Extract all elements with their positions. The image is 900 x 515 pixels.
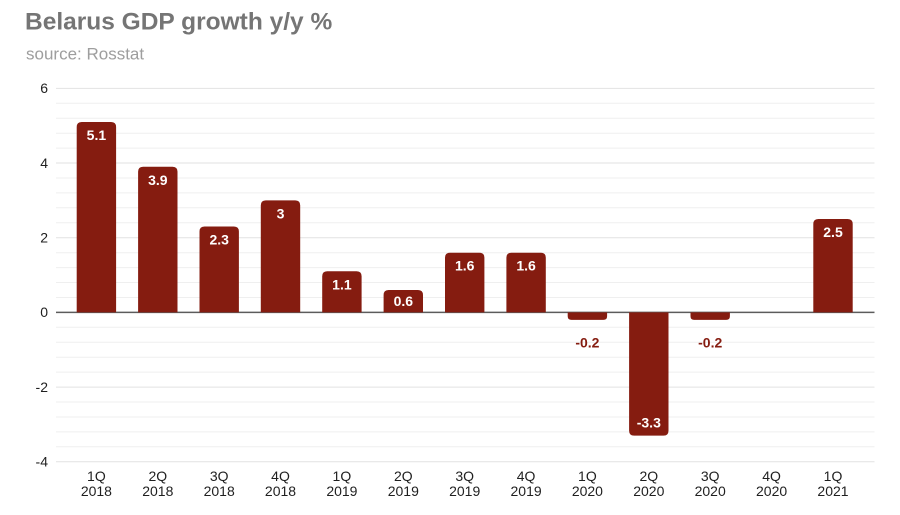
svg-text:2018: 2018 — [142, 483, 173, 499]
svg-text:-0.2: -0.2 — [698, 334, 722, 350]
svg-text:source: Rosstat: source: Rosstat — [26, 45, 144, 64]
svg-text:2020: 2020 — [756, 483, 787, 499]
svg-text:-4: -4 — [36, 454, 49, 470]
svg-text:4Q: 4Q — [271, 468, 290, 484]
svg-text:2019: 2019 — [326, 483, 357, 499]
svg-text:Belarus GDP growth y/y %: Belarus GDP growth y/y % — [25, 9, 332, 36]
svg-text:2020: 2020 — [695, 483, 726, 499]
svg-text:1Q: 1Q — [578, 468, 597, 484]
svg-text:2021: 2021 — [817, 483, 848, 499]
svg-text:0: 0 — [40, 304, 48, 320]
svg-text:5.1: 5.1 — [87, 127, 107, 143]
svg-text:1.1: 1.1 — [332, 276, 352, 292]
svg-text:3.9: 3.9 — [148, 172, 168, 188]
svg-text:-0.2: -0.2 — [575, 334, 599, 350]
svg-text:2019: 2019 — [449, 483, 480, 499]
svg-text:2018: 2018 — [265, 483, 296, 499]
svg-text:3Q: 3Q — [701, 468, 720, 484]
svg-text:2018: 2018 — [204, 483, 235, 499]
svg-text:1Q: 1Q — [87, 468, 106, 484]
svg-text:-3.3: -3.3 — [637, 414, 661, 430]
svg-text:2.5: 2.5 — [823, 224, 843, 240]
svg-text:2Q: 2Q — [394, 468, 413, 484]
svg-text:0.6: 0.6 — [394, 293, 414, 309]
svg-text:4Q: 4Q — [517, 468, 536, 484]
svg-text:-2: -2 — [36, 379, 49, 395]
svg-text:2020: 2020 — [572, 483, 603, 499]
svg-text:3Q: 3Q — [210, 468, 229, 484]
svg-text:2Q: 2Q — [639, 468, 658, 484]
svg-text:3: 3 — [277, 205, 285, 221]
svg-text:2019: 2019 — [388, 483, 419, 499]
svg-text:1Q: 1Q — [333, 468, 352, 484]
svg-text:2Q: 2Q — [148, 468, 167, 484]
svg-text:4: 4 — [40, 155, 48, 171]
svg-text:2020: 2020 — [633, 483, 664, 499]
svg-text:2019: 2019 — [511, 483, 542, 499]
svg-text:3Q: 3Q — [455, 468, 474, 484]
svg-text:2: 2 — [40, 230, 48, 246]
svg-text:2.3: 2.3 — [209, 232, 229, 248]
svg-text:2018: 2018 — [81, 483, 112, 499]
svg-text:1.6: 1.6 — [516, 258, 536, 274]
svg-text:1Q: 1Q — [824, 468, 843, 484]
svg-text:1.6: 1.6 — [455, 258, 475, 274]
svg-text:4Q: 4Q — [762, 468, 781, 484]
svg-text:6: 6 — [40, 80, 48, 96]
